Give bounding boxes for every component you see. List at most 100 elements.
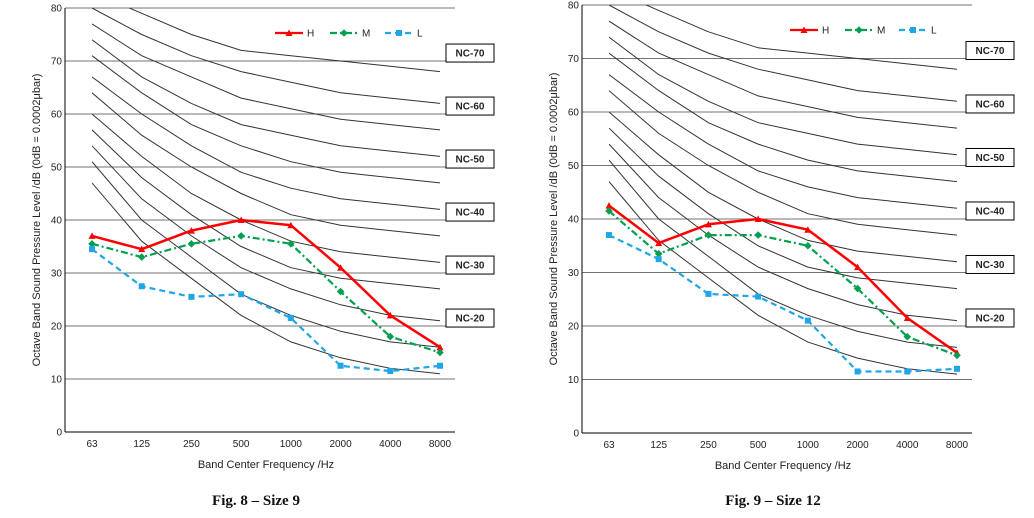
legend-marker-M (855, 26, 863, 34)
y-tick-label: 0 (573, 429, 579, 440)
nc-label: NC-40 (976, 206, 1005, 217)
chart-panel-2: 0 10 20 30 40 50 60 70 80 63 125 250 500 1000 2000 4000… (548, 1, 1015, 509)
data-point-M (237, 232, 245, 240)
nc-reference-curve (92, 113, 440, 263)
x-tick-label: 8000 (946, 440, 969, 451)
nc-label-box (445, 255, 495, 275)
legend-label-M: M (362, 29, 370, 40)
y-axis-title: Octave Band Sound Pressure Level /dB (0d… (31, 74, 43, 367)
nc-label-box (445, 202, 495, 222)
y-tick-label: 20 (51, 322, 63, 333)
data-point-M (654, 249, 663, 258)
y-axis-title: Octave Band Sound Pressure Level /dB (0d… (548, 73, 560, 366)
nc-reference-curve (92, 145, 440, 322)
nc-reference-curve (609, 20, 957, 129)
series-line-H (608, 204, 958, 354)
data-point-M (953, 351, 961, 360)
nc-reference-curve (609, 111, 957, 263)
nc-reference-curve (92, 161, 440, 348)
nc-label-box (445, 308, 495, 328)
data-point-L (188, 293, 195, 300)
nc-reference-curve (609, 5, 957, 102)
data-point-L (238, 291, 245, 298)
y-tick-label: 30 (568, 268, 580, 279)
data-point-M (137, 253, 146, 261)
y-tick-label: 50 (568, 161, 580, 172)
nc-curves-1 (92, 8, 440, 375)
legend-label-L: L (931, 26, 937, 37)
data-point-L (655, 256, 662, 263)
y-tick-label: 40 (568, 215, 580, 226)
nc-label-box (445, 96, 495, 116)
y-tick-label: 10 (568, 375, 580, 386)
nc-reference-curve (92, 8, 440, 104)
nc-reference-curve (609, 74, 957, 209)
x-axis-title: Band Center Frequency /Hz (198, 459, 334, 471)
series-line-L (608, 234, 958, 373)
data-point-M (287, 240, 295, 248)
nc-label: NC-50 (976, 153, 1005, 164)
nc-reference-curve (644, 5, 957, 70)
data-point-M (386, 332, 395, 341)
figure-caption: Fig. 9 – Size 12 (725, 493, 820, 509)
legend-marker-L (396, 30, 402, 36)
y-tick-label: 50 (51, 163, 63, 174)
data-point-L (606, 232, 612, 239)
nc-reference-curve (609, 52, 957, 183)
legend-label-M: M (877, 26, 885, 37)
x-tick-label: 63 (603, 440, 615, 451)
data-point-L (138, 283, 145, 290)
nc-reference-curve (609, 36, 957, 156)
nc-reference-curve (609, 90, 957, 236)
nc-label: NC-30 (976, 260, 1005, 271)
data-point-L (954, 365, 960, 372)
x-tick-label: 250 (183, 439, 200, 450)
x-tick-label: 2000 (329, 439, 352, 450)
nc-label: NC-30 (456, 261, 485, 272)
data-point-L (804, 317, 811, 324)
chart-panel-1: 0 10 20 30 40 50 60 70 80 63 125 250 500 1000 2000 4000… (31, 4, 495, 509)
nc-label: NC-50 (456, 155, 485, 166)
nc-label: NC-70 (456, 49, 485, 60)
x-tick-label: 500 (233, 439, 250, 450)
data-point-M (187, 240, 196, 248)
nc-label: NC-60 (456, 102, 485, 113)
data-point-L (854, 368, 861, 375)
data-point-H (605, 202, 613, 209)
nc-label-box (965, 147, 1015, 167)
y-tick-label: 40 (51, 216, 63, 227)
x-tick-label: 2000 (846, 440, 869, 451)
data-point-H (287, 221, 295, 229)
data-point-L (437, 362, 443, 369)
data-point-H (386, 311, 394, 319)
nc-reference-curve (609, 127, 957, 290)
data-point-L (387, 368, 394, 375)
y-tick-label: 70 (568, 54, 580, 65)
data-point-H (704, 220, 712, 228)
nc-label: NC-60 (976, 99, 1005, 110)
data-point-H (237, 216, 245, 223)
data-point-M (754, 231, 762, 239)
nc-reference-curve (609, 159, 957, 348)
nc-reference-curve (92, 92, 440, 237)
figure-caption: Fig. 8 – Size 9 (212, 493, 300, 509)
data-point-H (187, 227, 195, 234)
x-tick-label: 1000 (280, 439, 303, 450)
data-point-L (904, 368, 911, 375)
x-tick-label: 63 (86, 439, 98, 450)
data-point-M (804, 241, 812, 250)
data-point-L (755, 293, 762, 300)
data-point-L (89, 246, 95, 253)
data-point-L (337, 362, 344, 369)
legend-label-H: H (822, 26, 829, 37)
nc-reference-curve (92, 39, 440, 157)
x-tick-label: 4000 (896, 440, 919, 451)
series-line-M (91, 234, 441, 354)
data-point-M (336, 287, 345, 296)
x-tick-label: 8000 (429, 439, 452, 450)
data-point-H (854, 263, 862, 271)
nc-reference-curve (128, 8, 440, 73)
y-tick-label: 0 (56, 428, 62, 439)
y-tick-label: 60 (51, 110, 63, 121)
nc-reference-curve (92, 129, 440, 290)
